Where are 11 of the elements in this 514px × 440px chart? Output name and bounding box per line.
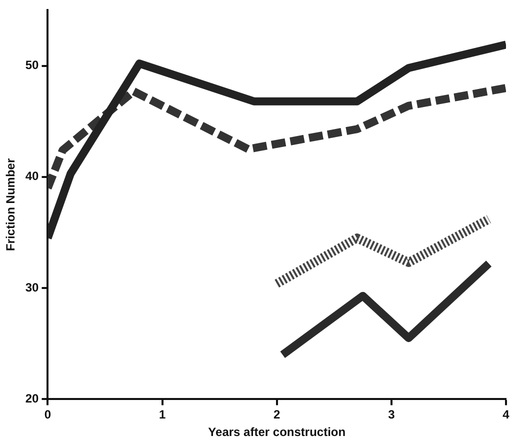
x-tick-label: 1: [158, 408, 166, 422]
y-tick-label: 30: [25, 280, 40, 294]
y-tick-label: 40: [25, 169, 40, 184]
x-tick-label: 2: [274, 408, 281, 422]
x-tick-label: 3: [388, 408, 396, 422]
x-axis-title: Years after construction: [208, 425, 346, 440]
x-tick-label: 4: [502, 408, 510, 422]
y-tick-label: 50: [25, 58, 40, 72]
y-tick-label: 20: [25, 392, 40, 406]
y-axis-title: Friction Number: [4, 158, 18, 252]
x-tick-label: 0: [44, 408, 52, 422]
